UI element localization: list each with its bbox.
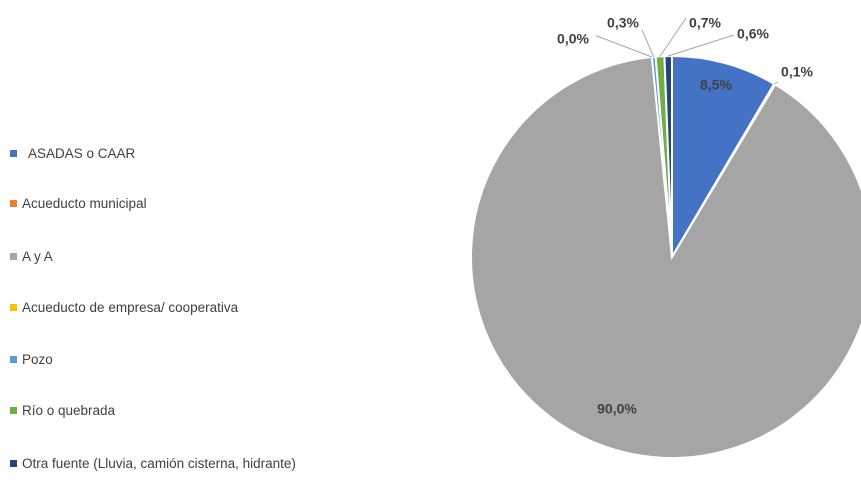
data-label: 0,7% (689, 15, 721, 31)
legend-item: Acueducto municipal (10, 195, 147, 212)
legend-label: Acueducto municipal (22, 196, 147, 211)
data-label: 0,0% (557, 31, 589, 47)
legend-label: ASADAS o CAAR (28, 146, 136, 161)
data-label: 0,1% (781, 64, 813, 80)
legend-item: A y A (10, 248, 53, 265)
legend-swatch (10, 356, 17, 363)
leader-line (659, 17, 687, 57)
legend-item: Acueducto de empresa/ cooperativa (10, 299, 238, 316)
legend-label: Acueducto de empresa/ cooperativa (22, 300, 239, 315)
data-label: 0,3% (607, 15, 639, 31)
legend-swatch (10, 253, 17, 260)
legend-label: Río o quebrada (22, 403, 116, 418)
leader-line (596, 35, 653, 58)
data-label: 8,5% (700, 77, 732, 93)
legend-swatch (10, 304, 17, 311)
legend-label: Pozo (22, 352, 53, 367)
legend-swatch (10, 407, 17, 414)
leader-line (668, 34, 735, 57)
leader-line (774, 81, 779, 85)
legend-label: Otra fuente (Lluvia, camión cisterna, hi… (22, 456, 296, 471)
legend-item: Río o quebrada (10, 402, 115, 419)
pie-slice (470, 55, 861, 459)
leader-line (641, 29, 655, 58)
pie-slice (671, 54, 776, 261)
legend-item: Pozo (10, 351, 53, 368)
legend-swatch (10, 150, 17, 157)
legend-item: Otra fuente (Lluvia, camión cisterna, hi… (10, 455, 322, 472)
data-label: 90,0% (597, 401, 637, 417)
legend-item: ASADAS o CAAR (10, 145, 135, 162)
data-label: 0,6% (737, 26, 769, 42)
legend-swatch (10, 200, 17, 207)
legend-label: A y A (22, 249, 53, 264)
legend-swatch (10, 460, 17, 467)
